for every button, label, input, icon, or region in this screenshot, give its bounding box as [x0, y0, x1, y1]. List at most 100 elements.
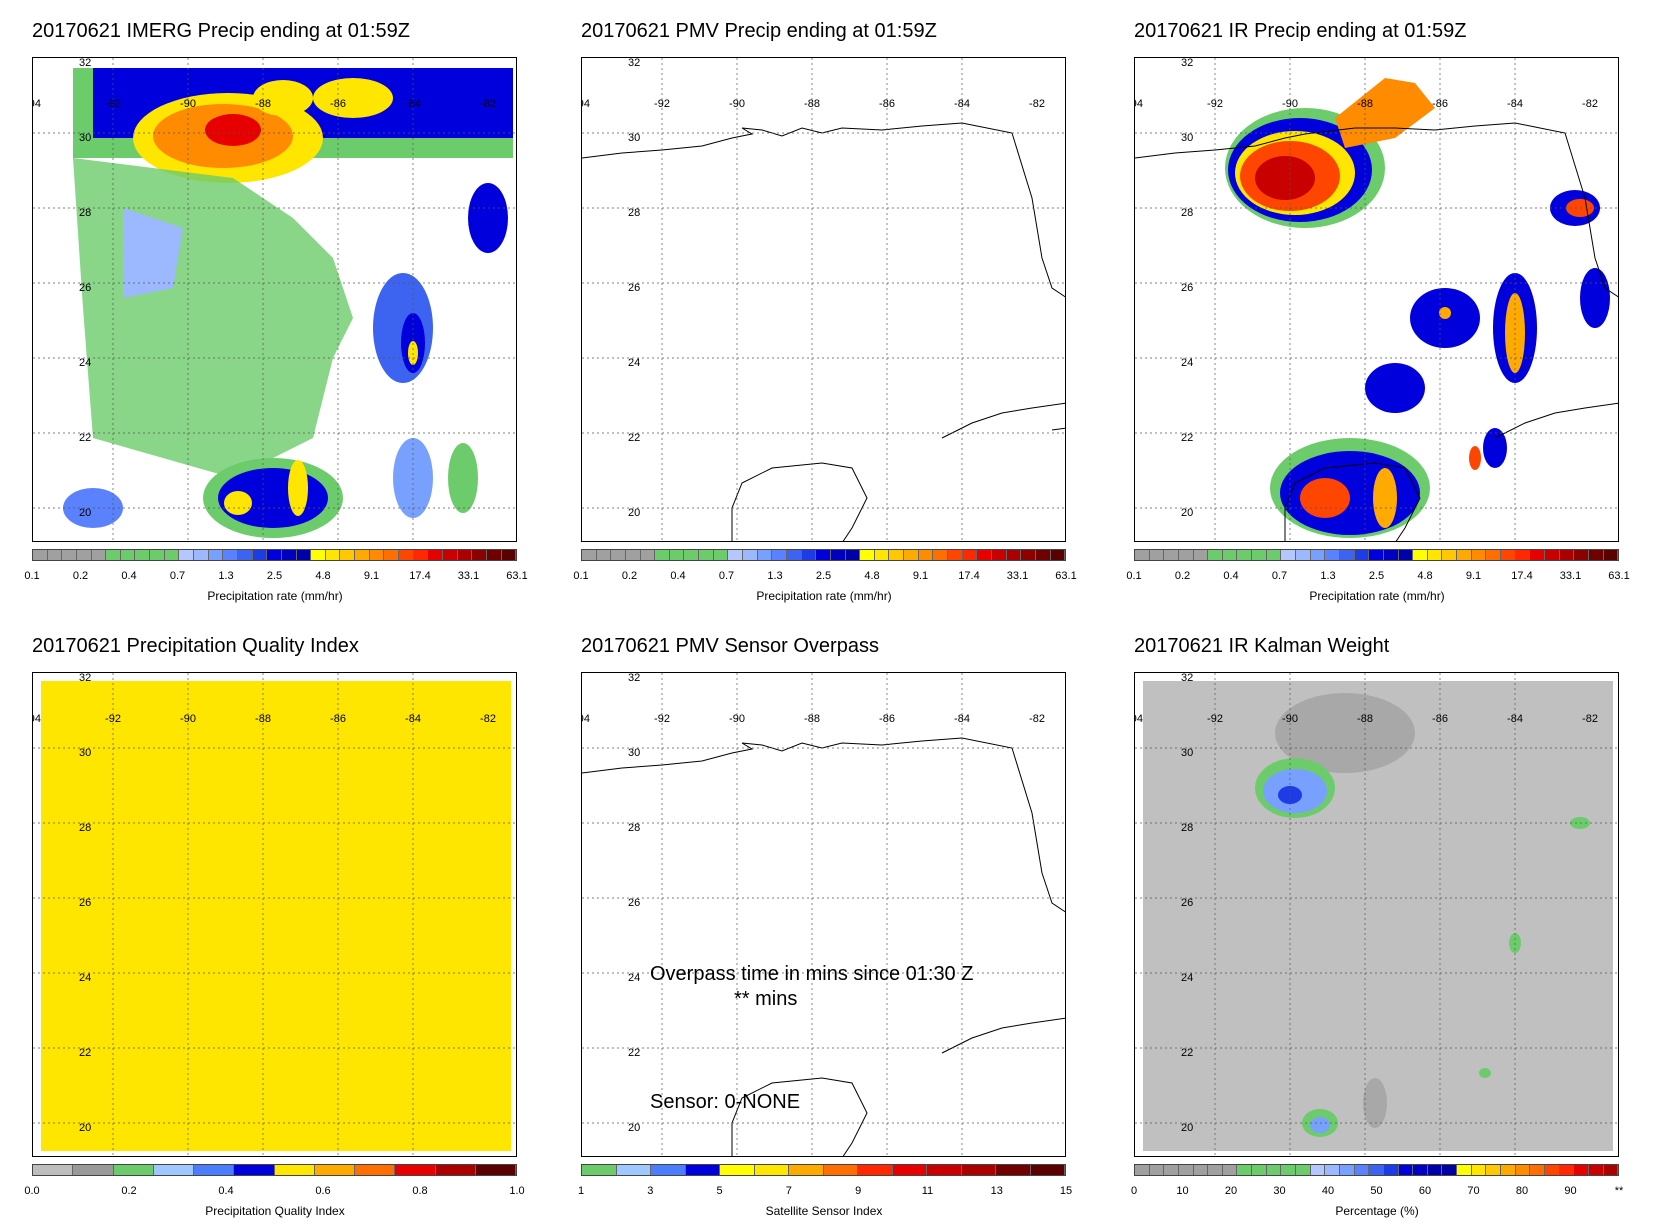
colorbar-swatch: [582, 1165, 617, 1175]
colorbar-tick-label: 1.3: [767, 570, 783, 582]
colorbar-tick-label: 33.1: [1006, 570, 1029, 582]
colorbar-tick-label: 80: [1515, 1185, 1529, 1197]
colorbar-swatch: [699, 550, 714, 560]
colorbar-swatch: [395, 1165, 436, 1175]
coastline-map: [582, 58, 1065, 541]
colorbar-swatch: [1021, 550, 1036, 560]
colorbar-swatch: [355, 550, 370, 560]
colorbar-swatch: [1252, 550, 1267, 560]
lon-label: -86: [330, 98, 346, 110]
colorbar-tick-label: 63.1: [506, 570, 528, 582]
precip-colorbar: [1134, 549, 1619, 561]
lon-label: -88: [1357, 713, 1373, 725]
colorbar-tick-label: 70: [1467, 1185, 1480, 1197]
colorbar-swatch: [325, 550, 341, 560]
colorbar-swatch: [860, 550, 875, 560]
panel-title: 20170621 Precipitation Quality Index: [32, 635, 359, 657]
colorbar-swatch: [252, 550, 268, 560]
colorbar-swatch: [76, 550, 92, 560]
lon-label: -84: [405, 98, 421, 110]
lat-label: 24: [1181, 972, 1194, 984]
map-grid: [1135, 58, 1618, 541]
lon-label: -92: [105, 713, 121, 725]
colorbar-swatch: [1369, 550, 1384, 560]
colorbar-swatch: [1574, 1165, 1589, 1175]
colorbar-tick-label: 0.7: [1271, 570, 1288, 582]
colorbar-swatch: [996, 1165, 1031, 1175]
colorbar-ticks: 0.1 0.2 0.4 0.7 1.3 2.5 4.8 9.1 17.4 33.1 63.1: [24, 570, 527, 584]
colorbar-tick-label: 20: [1224, 1185, 1238, 1197]
colorbar-ticks: 0 10 20 30 40 50 60 70 80 90 **: [1130, 1185, 1623, 1199]
colorbar-swatch: [1222, 550, 1238, 560]
colorbar-tick-label: 0.1: [24, 570, 40, 582]
colorbar-swatch: [237, 550, 253, 560]
panel-title: 20170621 IR Kalman Weight: [1134, 635, 1390, 657]
lat-label: 22: [628, 432, 641, 444]
lat-label: 20: [628, 1122, 641, 1134]
colorbar-swatch: [1266, 550, 1282, 560]
colorbar-tick-label: 63.1: [1608, 570, 1630, 582]
quality-index-map: 32 30 28 26 24 22 20 -94 -92 -90 -88 -86 -84 -82: [32, 672, 517, 1157]
colorbar-swatch: [1178, 550, 1194, 560]
lon-label: -94: [33, 713, 41, 725]
colorbar-swatch: [927, 1165, 962, 1175]
colorbar-ticks: 0.1 0.2 0.4 0.7 1.3 2.5 4.8 9.1 17.4 33.1 63.1: [573, 570, 1076, 584]
colorbar-swatch: [1486, 550, 1502, 560]
colorbar-swatch: [1398, 550, 1414, 560]
lat-label: 22: [79, 1047, 92, 1059]
colorbar-swatch: [1588, 1165, 1604, 1175]
kalman-weight-map: 32 30 28 26 24 22 20 -94 -92 -90 -88 -86 -84 -82: [1134, 672, 1619, 1157]
colorbar-swatch: [1530, 1165, 1545, 1175]
colorbar-swatch: [1193, 550, 1209, 560]
colorbar-swatch: [625, 550, 641, 560]
lat-label: 32: [628, 57, 641, 69]
colorbar-tick-label: 0.1: [1126, 570, 1142, 582]
map-grid: [1135, 673, 1618, 1156]
colorbar-swatch: [1281, 550, 1297, 560]
lat-label: 28: [1181, 822, 1194, 834]
lat-label: 20: [79, 507, 92, 519]
colorbar-swatch: [1471, 550, 1487, 560]
colorbar-swatch: [1486, 1165, 1502, 1175]
colorbar-swatch: [153, 1165, 194, 1175]
colorbar-swatch: [651, 1165, 686, 1175]
lon-label: -88: [804, 98, 820, 110]
colorbar-tick-label: 4.8: [1417, 570, 1433, 582]
colorbar-swatch: [296, 550, 312, 560]
colorbar-swatch: [1383, 550, 1399, 560]
colorbar-swatch: [655, 550, 670, 560]
precip-colorbar: [32, 549, 517, 561]
colorbar-tick-label: 0.2: [1174, 570, 1191, 582]
lat-label: 20: [79, 1122, 92, 1134]
overpass-mins-text: ** mins: [734, 988, 798, 1010]
colorbar-swatch: [1149, 1165, 1165, 1175]
colorbar-swatch: [977, 550, 992, 560]
colorbar-tick-label: 0.4: [670, 570, 686, 582]
lat-label: 24: [79, 357, 92, 369]
colorbar-swatch: [1266, 1165, 1282, 1175]
lat-label: 20: [1181, 1122, 1194, 1134]
lon-label: -84: [1507, 713, 1523, 725]
kalman-blobs: [1255, 693, 1590, 1137]
colorbar-tick-label: 0: [1130, 1185, 1138, 1197]
colorbar-swatch: [62, 550, 77, 560]
lon-label: -94: [1135, 98, 1143, 110]
colorbar-swatch: [355, 1165, 396, 1175]
colorbar-tick-label: 9.1: [363, 570, 380, 582]
colorbar-swatch: [1457, 550, 1472, 560]
lon-label: -86: [879, 98, 895, 110]
colorbar-tick-label: 30: [1273, 1185, 1286, 1197]
colorbar-swatch: [194, 550, 209, 560]
lon-label: -94: [33, 98, 41, 110]
lon-label: -92: [105, 98, 121, 110]
colorbar-swatch: [1588, 550, 1604, 560]
colorbar-tick-label: 0.8: [412, 1185, 428, 1197]
colorbar-tick-label: 0.6: [315, 1185, 331, 1197]
colorbar-tick-label: 2.5: [266, 570, 283, 582]
colorbar-swatch: [1398, 1165, 1414, 1175]
colorbar-swatch: [194, 1165, 235, 1175]
colorbar-swatch: [772, 550, 787, 560]
lon-label: -90: [180, 713, 196, 725]
lon-label: -94: [582, 98, 590, 110]
lon-label: -82: [480, 98, 496, 110]
